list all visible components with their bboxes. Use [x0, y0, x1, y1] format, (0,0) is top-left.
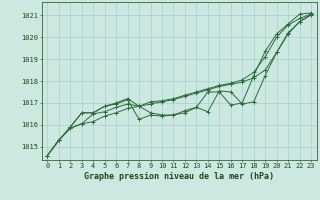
X-axis label: Graphe pression niveau de la mer (hPa): Graphe pression niveau de la mer (hPa)	[84, 172, 274, 181]
